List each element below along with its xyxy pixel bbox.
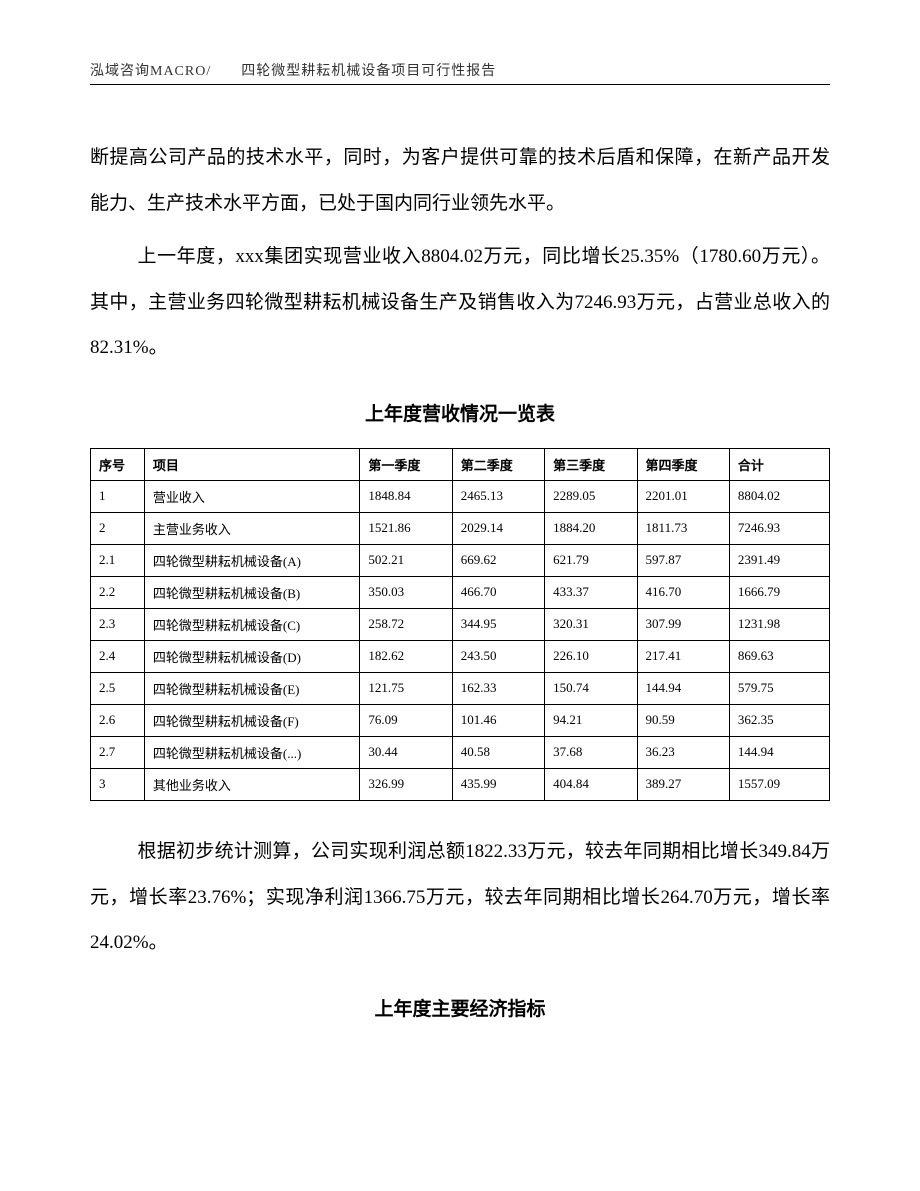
table-cell: 40.58	[452, 736, 544, 768]
table-cell: 2.6	[91, 704, 145, 736]
table-cell: 344.95	[452, 608, 544, 640]
col-header-total: 合计	[729, 448, 829, 480]
table-row: 2.1四轮微型耕耘机械设备(A)502.21669.62621.79597.87…	[91, 544, 830, 576]
table-cell: 36.23	[637, 736, 729, 768]
table-cell: 2465.13	[452, 480, 544, 512]
table-cell: 1	[91, 480, 145, 512]
table-row: 3其他业务收入326.99435.99404.84389.271557.09	[91, 768, 830, 800]
table-cell: 2	[91, 512, 145, 544]
table-cell: 320.31	[545, 608, 637, 640]
col-header-q3: 第三季度	[545, 448, 637, 480]
table-cell: 404.84	[545, 768, 637, 800]
table-cell: 579.75	[729, 672, 829, 704]
table1-title: 上年度营收情况一览表	[90, 399, 830, 426]
table-cell: 8804.02	[729, 480, 829, 512]
table-cell: 3	[91, 768, 145, 800]
table-cell: 217.41	[637, 640, 729, 672]
table-cell: 435.99	[452, 768, 544, 800]
table-cell: 389.27	[637, 768, 729, 800]
table-cell: 1521.86	[360, 512, 452, 544]
table-row: 2.3四轮微型耕耘机械设备(C)258.72344.95320.31307.99…	[91, 608, 830, 640]
table-cell: 四轮微型耕耘机械设备(E)	[144, 672, 360, 704]
table-cell: 四轮微型耕耘机械设备(C)	[144, 608, 360, 640]
table-cell: 76.09	[360, 704, 452, 736]
table-cell: 326.99	[360, 768, 452, 800]
table-cell: 90.59	[637, 704, 729, 736]
table-cell: 597.87	[637, 544, 729, 576]
table-cell: 1666.79	[729, 576, 829, 608]
table2-title: 上年度主要经济指标	[90, 994, 830, 1021]
table-cell: 四轮微型耕耘机械设备(...)	[144, 736, 360, 768]
table-cell: 869.63	[729, 640, 829, 672]
table-cell: 2201.01	[637, 480, 729, 512]
table-cell: 144.94	[729, 736, 829, 768]
table-cell: 1884.20	[545, 512, 637, 544]
col-header-seq: 序号	[91, 448, 145, 480]
table-cell: 258.72	[360, 608, 452, 640]
table-cell: 362.35	[729, 704, 829, 736]
table-cell: 营业收入	[144, 480, 360, 512]
table-cell: 2.7	[91, 736, 145, 768]
revenue-table: 序号 项目 第一季度 第二季度 第三季度 第四季度 合计 1营业收入1848.8…	[90, 448, 830, 801]
table-row: 2.6四轮微型耕耘机械设备(F)76.09101.4694.2190.59362…	[91, 704, 830, 736]
table-cell: 2.3	[91, 608, 145, 640]
table-cell: 1557.09	[729, 768, 829, 800]
col-header-q4: 第四季度	[637, 448, 729, 480]
col-header-item: 项目	[144, 448, 360, 480]
table-cell: 1848.84	[360, 480, 452, 512]
table-row: 2.5四轮微型耕耘机械设备(E)121.75162.33150.74144.94…	[91, 672, 830, 704]
table-row: 2.2四轮微型耕耘机械设备(B)350.03466.70433.37416.70…	[91, 576, 830, 608]
table-row: 2.4四轮微型耕耘机械设备(D)182.62243.50226.10217.41…	[91, 640, 830, 672]
paragraph-3: 根据初步统计测算，公司实现利润总额1822.33万元，较去年同期相比增长349.…	[90, 829, 830, 966]
table-cell: 30.44	[360, 736, 452, 768]
table-cell: 2.4	[91, 640, 145, 672]
table-cell: 182.62	[360, 640, 452, 672]
col-header-q2: 第二季度	[452, 448, 544, 480]
page-header: 泓域咨询MACRO/ 四轮微型耕耘机械设备项目可行性报告	[90, 60, 830, 85]
table-cell: 226.10	[545, 640, 637, 672]
table-cell: 150.74	[545, 672, 637, 704]
table-cell: 2289.05	[545, 480, 637, 512]
table-cell: 101.46	[452, 704, 544, 736]
table-cell: 1231.98	[729, 608, 829, 640]
table-cell: 669.62	[452, 544, 544, 576]
table-cell: 121.75	[360, 672, 452, 704]
table-cell: 四轮微型耕耘机械设备(F)	[144, 704, 360, 736]
table-row: 2主营业务收入1521.862029.141884.201811.737246.…	[91, 512, 830, 544]
table-cell: 7246.93	[729, 512, 829, 544]
paragraph-2: 上一年度，xxx集团实现营业收入8804.02万元，同比增长25.35%（178…	[90, 234, 830, 371]
table-cell: 243.50	[452, 640, 544, 672]
table-cell: 2391.49	[729, 544, 829, 576]
table-cell: 主营业务收入	[144, 512, 360, 544]
table-cell: 2.1	[91, 544, 145, 576]
table-cell: 37.68	[545, 736, 637, 768]
table-cell: 2029.14	[452, 512, 544, 544]
table-cell: 四轮微型耕耘机械设备(A)	[144, 544, 360, 576]
table-cell: 其他业务收入	[144, 768, 360, 800]
col-header-q1: 第一季度	[360, 448, 452, 480]
paragraph-1: 断提高公司产品的技术水平，同时，为客户提供可靠的技术后盾和保障，在新产品开发能力…	[90, 135, 830, 226]
table-cell: 94.21	[545, 704, 637, 736]
table-cell: 433.37	[545, 576, 637, 608]
table-cell: 2.2	[91, 576, 145, 608]
table-row: 1营业收入1848.842465.132289.052201.018804.02	[91, 480, 830, 512]
table-cell: 307.99	[637, 608, 729, 640]
table-cell: 四轮微型耕耘机械设备(D)	[144, 640, 360, 672]
table-cell: 144.94	[637, 672, 729, 704]
table-header-row: 序号 项目 第一季度 第二季度 第三季度 第四季度 合计	[91, 448, 830, 480]
table-row: 2.7四轮微型耕耘机械设备(...)30.4440.5837.6836.2314…	[91, 736, 830, 768]
table-cell: 2.5	[91, 672, 145, 704]
table-cell: 466.70	[452, 576, 544, 608]
table-cell: 1811.73	[637, 512, 729, 544]
table-cell: 416.70	[637, 576, 729, 608]
table-cell: 162.33	[452, 672, 544, 704]
table-cell: 四轮微型耕耘机械设备(B)	[144, 576, 360, 608]
table-cell: 621.79	[545, 544, 637, 576]
table-cell: 502.21	[360, 544, 452, 576]
table-cell: 350.03	[360, 576, 452, 608]
